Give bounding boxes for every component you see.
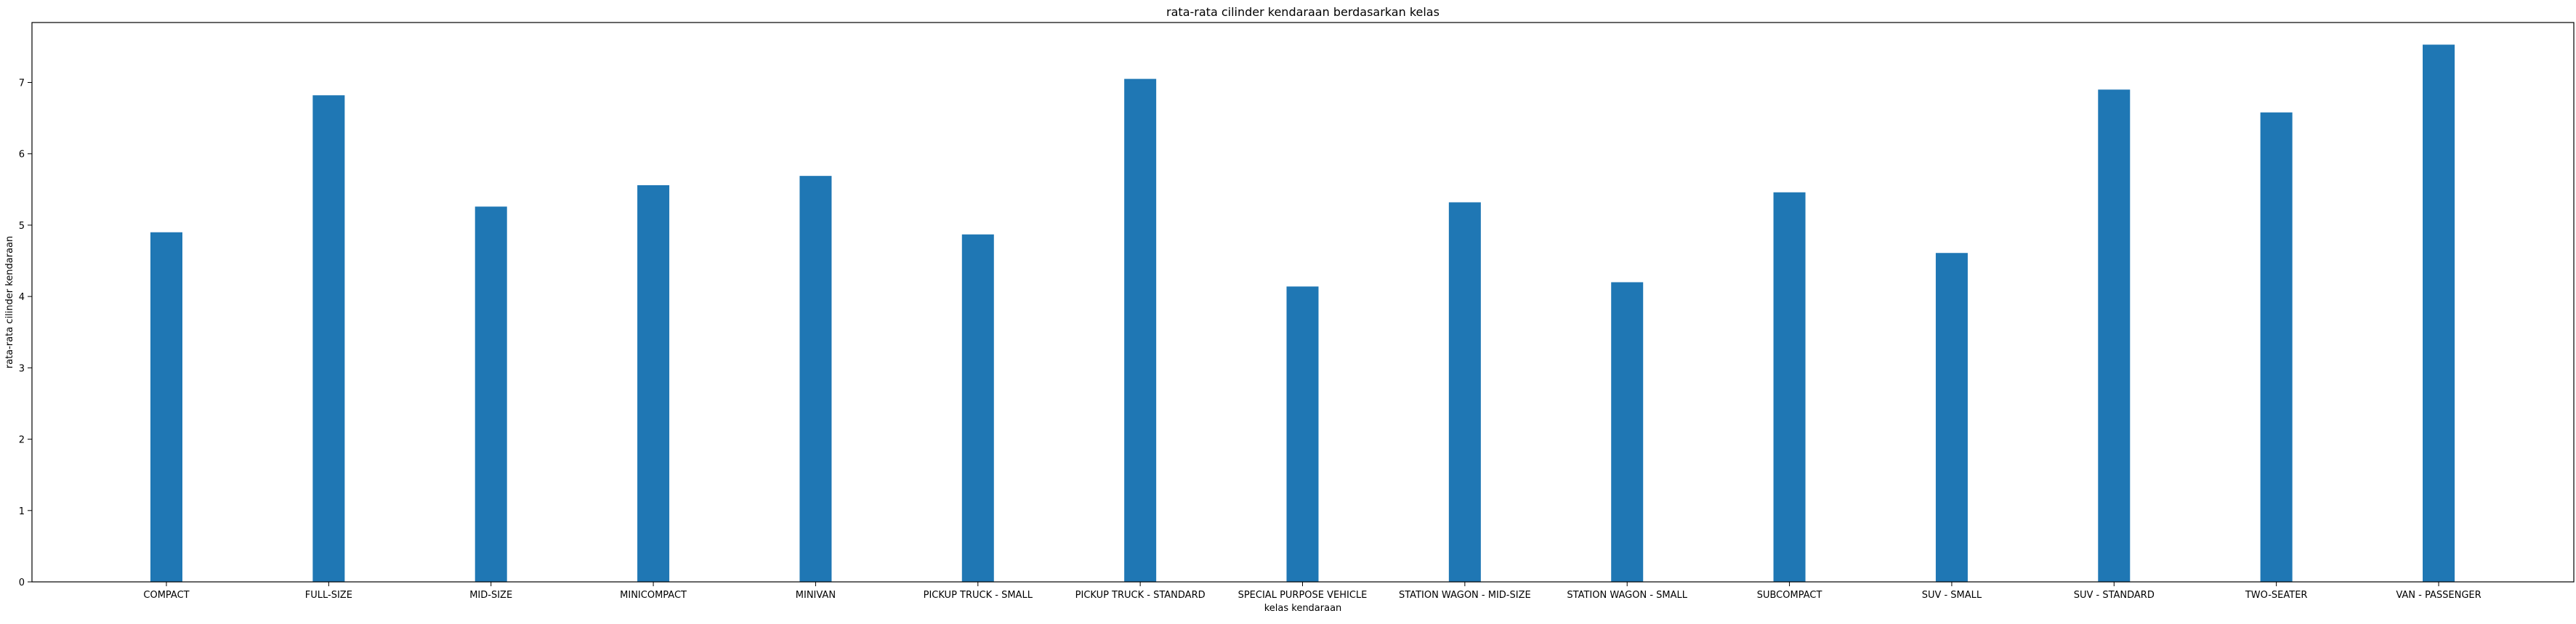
bar (1935, 253, 1968, 582)
x-tick-label: COMPACT (143, 590, 189, 601)
x-tick-label: TWO-SEATER (2245, 590, 2308, 601)
y-axis-label: rata-rata cilinder kendaraan (4, 236, 15, 369)
bar (2260, 112, 2293, 582)
y-tick-label: 0 (19, 578, 25, 588)
bar (961, 234, 994, 582)
bar (1611, 282, 1644, 582)
y-tick-label: 6 (19, 150, 25, 161)
x-tick-label: SUBCOMPACT (1757, 590, 1822, 601)
chart-title: rata-rata cilinder kendaraan berdasarkan… (1166, 5, 1440, 19)
bar (1286, 286, 1319, 582)
bar (150, 232, 182, 582)
x-tick-label: PICKUP TRUCK - STANDARD (1075, 590, 1206, 601)
x-tick-label: VAN - PASSENGER (2396, 590, 2481, 601)
bar (1773, 192, 1806, 582)
x-tick-label: MINIVAN (796, 590, 836, 601)
y-tick-label: 1 (19, 506, 25, 517)
x-tick-label: MINICOMPACT (620, 590, 687, 601)
y-axis: 0 1 2 3 4 5 6 7 (19, 78, 32, 588)
bar (475, 206, 507, 583)
bars (150, 44, 2455, 583)
x-tick-label: SUV - STANDARD (2074, 590, 2155, 601)
x-tick-label: SUV - SMALL (1922, 590, 1982, 601)
y-tick-label: 5 (19, 221, 25, 232)
bar (312, 95, 345, 582)
x-tick-label: STATION WAGON - SMALL (1567, 590, 1687, 601)
bar (1124, 78, 1157, 582)
x-tick-label: STATION WAGON - MID-SIZE (1399, 590, 1531, 601)
bar (799, 176, 832, 583)
x-tick-label: MID-SIZE (469, 590, 512, 601)
y-tick-label: 3 (19, 363, 25, 374)
x-tick-label: SPECIAL PURPOSE VEHICLE (1238, 590, 1368, 601)
bar (637, 185, 670, 582)
bar (2098, 89, 2131, 583)
x-tick-label: PICKUP TRUCK - SMALL (924, 590, 1033, 601)
bar (2423, 44, 2455, 583)
y-tick-label: 7 (19, 78, 25, 89)
axes-frame (31, 22, 2575, 583)
y-tick-label: 2 (19, 435, 25, 446)
bar (1448, 202, 1481, 582)
x-tick-label: FULL-SIZE (305, 590, 352, 601)
y-tick-label: 4 (19, 292, 25, 303)
x-axis-label: kelas kendaraan (1264, 603, 1342, 614)
x-axis: COMPACT FULL-SIZE MID-SIZE MINICOMPACT MINIV… (143, 582, 2482, 601)
